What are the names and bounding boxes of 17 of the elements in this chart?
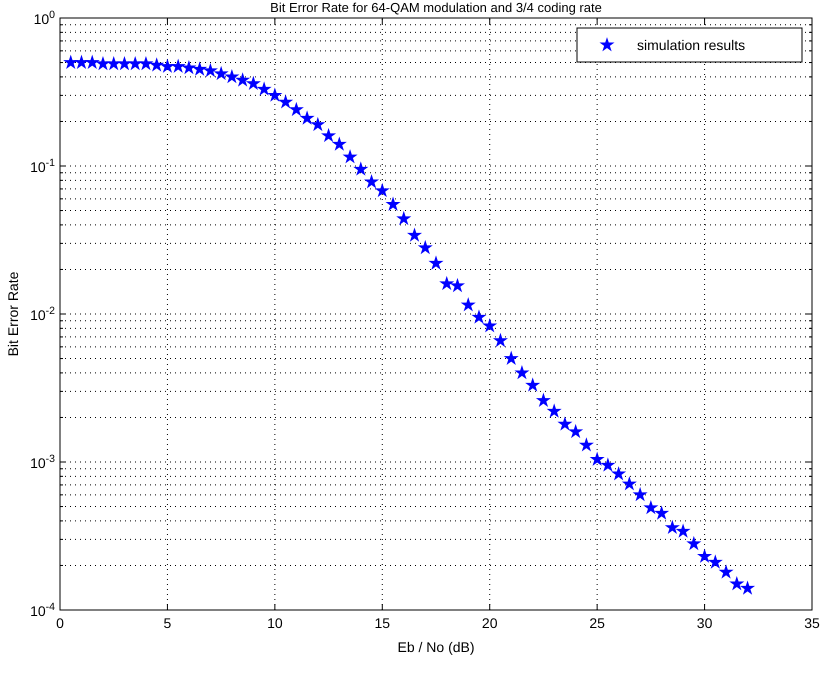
x-tick-label: 5 [164, 615, 172, 631]
x-tick-label: 30 [696, 615, 713, 631]
x-tick-label: 10 [267, 615, 283, 631]
x-axis-title: Eb / No (dB) [397, 639, 475, 655]
y-axis-title: Bit Error Rate [5, 271, 21, 356]
chart-title: Bit Error Rate for 64-QAM modulation and 3/4 coding rate [270, 0, 602, 15]
y-tick-label: 10$^{-2}$ [30, 305, 56, 323]
y-tick-label: 10$^{-1}$ [30, 157, 56, 175]
x-tick-label: 20 [482, 615, 498, 631]
x-tick-label: 25 [589, 615, 606, 631]
y-tick-label: 10$^{-3}$ [30, 453, 56, 471]
y-tick-label: 10$^{0}$ [34, 9, 56, 27]
x-tick-label: 0 [56, 615, 64, 631]
x-tick-label: 35 [804, 615, 820, 631]
legend-label: simulation results [637, 37, 746, 53]
y-tick-label: 10$^{-4}$ [30, 601, 56, 619]
x-tick-label: 15 [374, 615, 390, 631]
